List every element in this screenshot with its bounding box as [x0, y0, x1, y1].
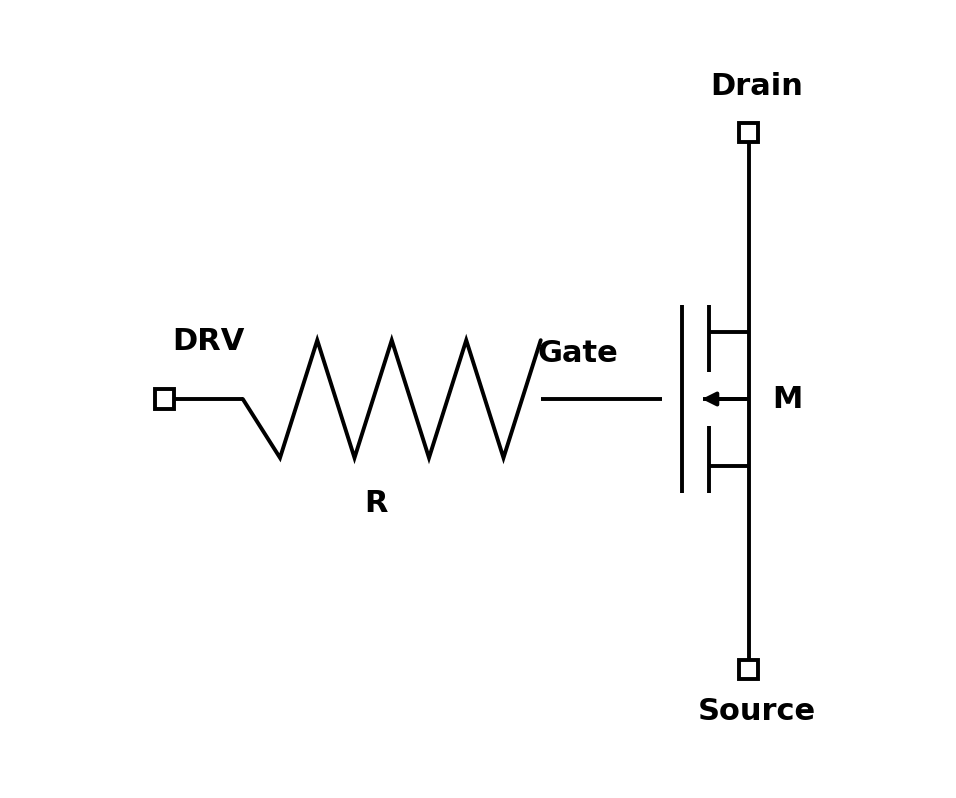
Text: DRV: DRV [172, 327, 245, 356]
Text: Drain: Drain [710, 72, 803, 101]
Text: M: M [772, 385, 802, 413]
Bar [739, 123, 758, 142]
Bar [155, 389, 174, 409]
Text: R: R [364, 489, 388, 518]
Bar [739, 660, 758, 679]
Text: Source: Source [697, 697, 815, 726]
Text: Gate: Gate [537, 338, 619, 368]
